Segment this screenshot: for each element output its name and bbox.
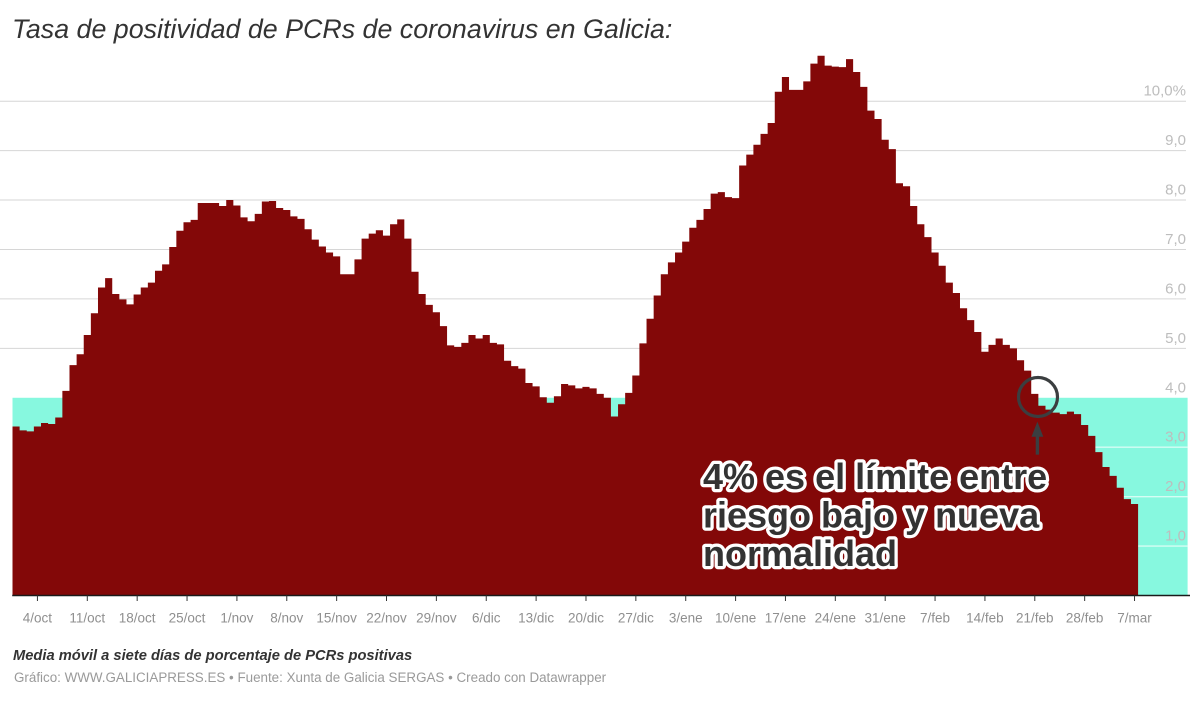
svg-text:11/oct: 11/oct <box>69 611 105 626</box>
svg-text:7/feb: 7/feb <box>920 611 950 626</box>
svg-text:13/dic: 13/dic <box>518 611 554 626</box>
svg-text:10,0%: 10,0% <box>1143 83 1186 100</box>
svg-text:22/nov: 22/nov <box>366 611 407 626</box>
svg-text:1/nov: 1/nov <box>220 611 253 626</box>
svg-text:18/oct: 18/oct <box>119 611 156 626</box>
svg-text:9,0: 9,0 <box>1165 132 1186 149</box>
svg-text:31/ene: 31/ene <box>865 611 906 626</box>
svg-text:21/feb: 21/feb <box>1016 611 1054 626</box>
svg-text:5,0: 5,0 <box>1165 330 1186 347</box>
svg-text:6,0: 6,0 <box>1165 280 1186 297</box>
svg-text:3/ene: 3/ene <box>669 611 703 626</box>
svg-text:29/nov: 29/nov <box>416 611 457 626</box>
svg-text:25/oct: 25/oct <box>169 611 206 626</box>
svg-text:6/dic: 6/dic <box>472 611 501 626</box>
svg-text:4% es el límite entre: 4% es el límite entre <box>703 456 1047 497</box>
svg-text:8,0: 8,0 <box>1165 182 1186 199</box>
svg-text:20/dic: 20/dic <box>568 611 604 626</box>
svg-text:normalidad: normalidad <box>703 533 897 574</box>
svg-text:riesgo bajo y nueva: riesgo bajo y nueva <box>703 495 1040 536</box>
svg-text:28/feb: 28/feb <box>1066 611 1104 626</box>
svg-text:1,0: 1,0 <box>1165 528 1186 545</box>
svg-text:4,0: 4,0 <box>1165 379 1186 396</box>
svg-text:15/nov: 15/nov <box>316 611 357 626</box>
svg-text:17/ene: 17/ene <box>765 611 806 626</box>
svg-text:14/feb: 14/feb <box>966 611 1004 626</box>
svg-text:27/dic: 27/dic <box>618 611 654 626</box>
svg-text:4/oct: 4/oct <box>23 611 53 626</box>
svg-text:24/ene: 24/ene <box>815 611 856 626</box>
svg-text:10/ene: 10/ene <box>715 611 756 626</box>
svg-text:7/mar: 7/mar <box>1117 611 1152 626</box>
svg-text:2,0: 2,0 <box>1165 478 1186 495</box>
svg-text:3,0: 3,0 <box>1165 429 1186 446</box>
svg-text:7,0: 7,0 <box>1165 231 1186 248</box>
svg-text:8/nov: 8/nov <box>270 611 303 626</box>
